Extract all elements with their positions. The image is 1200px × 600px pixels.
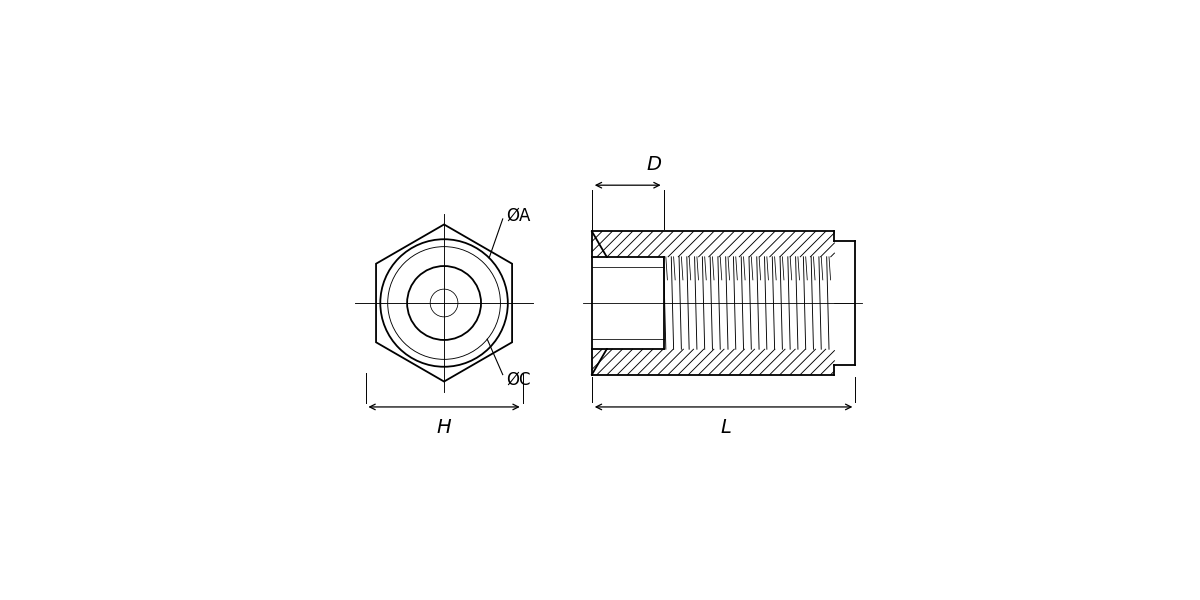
Text: L: L [720,418,731,437]
Text: ØC: ØC [506,370,530,388]
Text: H: H [437,418,451,437]
Text: ØA: ØA [506,206,530,224]
Text: D: D [647,155,661,174]
